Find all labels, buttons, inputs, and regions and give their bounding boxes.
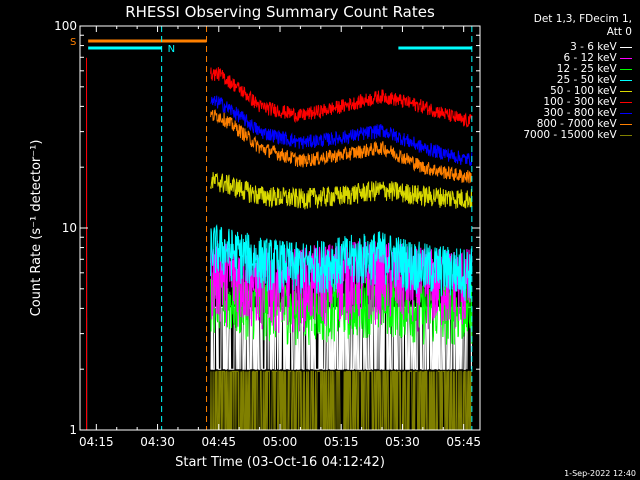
legend-swatch <box>620 57 632 59</box>
series-line <box>210 172 473 210</box>
x-tick-label: 05:30 <box>385 435 420 449</box>
legend-header-2: Att 0 <box>606 26 632 38</box>
legend-label: 12 - 25 keV <box>556 63 620 75</box>
x-tick-label: 05:15 <box>324 435 359 449</box>
chart-title: RHESSI Observing Summary Count Rates <box>125 3 435 21</box>
series-line <box>210 223 473 301</box>
legend-swatch <box>620 46 632 48</box>
legend-entry: 6 - 12 keV <box>563 53 632 64</box>
series-line <box>210 370 472 430</box>
legend-swatch <box>620 123 632 125</box>
x-tick-label: 05:00 <box>263 435 298 449</box>
data-layer <box>86 57 473 430</box>
x-axis-label: Start Time (03-Oct-16 04:12:42) <box>175 455 385 470</box>
y-tick-label: 10 <box>62 221 77 235</box>
legend-label: 6 - 12 keV <box>563 52 620 64</box>
x-tick-label: 04:15 <box>79 435 114 449</box>
legend-entry: 800 - 7000 keV <box>537 119 632 130</box>
tick-layer: 04:15 04:30 04:45 05:00 05:15 05:30 05:45 1 10 10… <box>54 19 481 449</box>
legend-header-1: Det 1,3, FDecim 1, <box>533 13 632 25</box>
y-tick-label: 1 <box>69 423 77 437</box>
legend-label: 100 - 300 keV <box>543 96 620 108</box>
legend-label: 300 - 800 keV <box>543 107 620 119</box>
flag-label: S <box>70 37 76 48</box>
legend-label: 7000 - 15000 keV <box>523 129 620 141</box>
legend-label: 50 - 100 keV <box>550 85 620 97</box>
legend-entry: 7000 - 15000 keV <box>523 130 632 141</box>
footer-date: 1-Sep-2022 12:40 <box>564 469 636 478</box>
legend-swatch <box>620 134 632 136</box>
x-tick-label: 04:30 <box>140 435 175 449</box>
legend-swatch <box>620 79 632 81</box>
x-tick-label: 05:45 <box>446 435 481 449</box>
series-line <box>210 109 473 184</box>
legend-entry: 300 - 800 keV <box>543 108 632 119</box>
flag-label: N <box>168 44 175 55</box>
legend-entry: 50 - 100 keV <box>550 86 632 97</box>
legend-swatch <box>620 112 632 114</box>
legend-label: 25 - 50 keV <box>556 74 620 86</box>
y-tick-label: 100 <box>54 19 77 33</box>
overlay-layer: SN <box>70 26 473 430</box>
legend-entry: 12 - 25 keV <box>557 64 632 75</box>
y-axis-label: Count Rate (s⁻¹ detector⁻¹) <box>29 140 44 317</box>
legend-label: 800 - 7000 keV <box>536 118 620 130</box>
legend-entry: 25 - 50 keV <box>557 75 632 86</box>
legend-label: 3 - 6 keV <box>570 41 620 53</box>
legend-swatch <box>620 68 632 70</box>
legend-swatch <box>620 101 632 103</box>
legend-entry: 100 - 300 keV <box>543 97 632 108</box>
legend-swatch <box>620 90 632 92</box>
x-tick-label: 04:45 <box>201 435 236 449</box>
series-5 <box>86 57 473 430</box>
legend-entry: 3 - 6 keV <box>570 42 632 53</box>
series-8 <box>86 370 472 430</box>
series-line <box>210 67 473 128</box>
series-line <box>210 95 473 166</box>
